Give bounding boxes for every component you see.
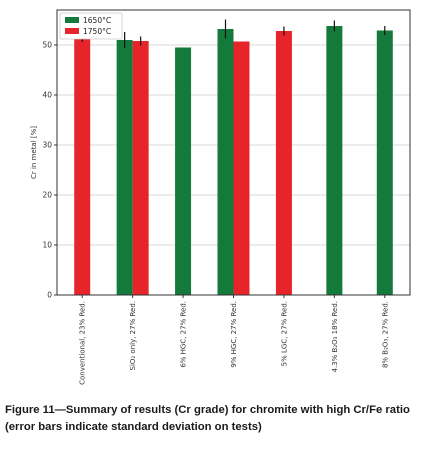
- bar: [132, 41, 149, 295]
- legend-swatch: [65, 17, 79, 23]
- legend-label: 1650°C: [83, 16, 111, 25]
- legend: 1650°C 1750°C: [59, 12, 123, 40]
- figure-caption: Figure 11—Summary of results (Cr grade) …: [5, 404, 410, 433]
- x-tick-label: 8% B₂O₃, 27% Red.: [381, 301, 389, 368]
- chart: 0 10 20 30 40 50 Conventional, 23% Red. SiO₂ o…: [30, 9, 411, 385]
- bar: [233, 41, 250, 295]
- y-tick-label: 0: [47, 291, 52, 300]
- x-tick-label: 6% HGC, 27% Red.: [180, 301, 188, 368]
- bar: [74, 38, 91, 295]
- y-tick-label: 50: [42, 41, 52, 50]
- x-axis: Conventional, 23% Red. SiO₂ only, 27% Red…: [79, 295, 389, 385]
- legend-swatch: [65, 28, 79, 34]
- y-axis: 0 10 20 30 40 50: [42, 41, 57, 300]
- y-tick-label: 30: [42, 141, 52, 150]
- y-tick-label: 20: [42, 191, 52, 200]
- bar: [326, 26, 343, 295]
- y-tick-label: 40: [42, 91, 52, 100]
- x-tick-label: 9% HGC, 27% Red.: [230, 301, 238, 368]
- x-tick-label: Conventional, 23% Red.: [79, 301, 87, 385]
- bar: [376, 30, 393, 295]
- x-tick-label: 4.3% B₂O₃ 18% Red.: [331, 301, 339, 372]
- y-axis-label: Cr in metal [%]: [30, 126, 38, 179]
- bar: [217, 29, 234, 295]
- bar: [175, 47, 192, 295]
- x-tick-label: 5% LGC, 27% Red.: [280, 301, 288, 366]
- bar: [275, 31, 292, 295]
- bars: [74, 26, 393, 295]
- x-tick-label: SiO₂ only, 27% Red.: [129, 301, 137, 371]
- y-tick-label: 10: [42, 241, 52, 250]
- bar: [116, 40, 133, 295]
- legend-label: 1750°C: [83, 27, 111, 36]
